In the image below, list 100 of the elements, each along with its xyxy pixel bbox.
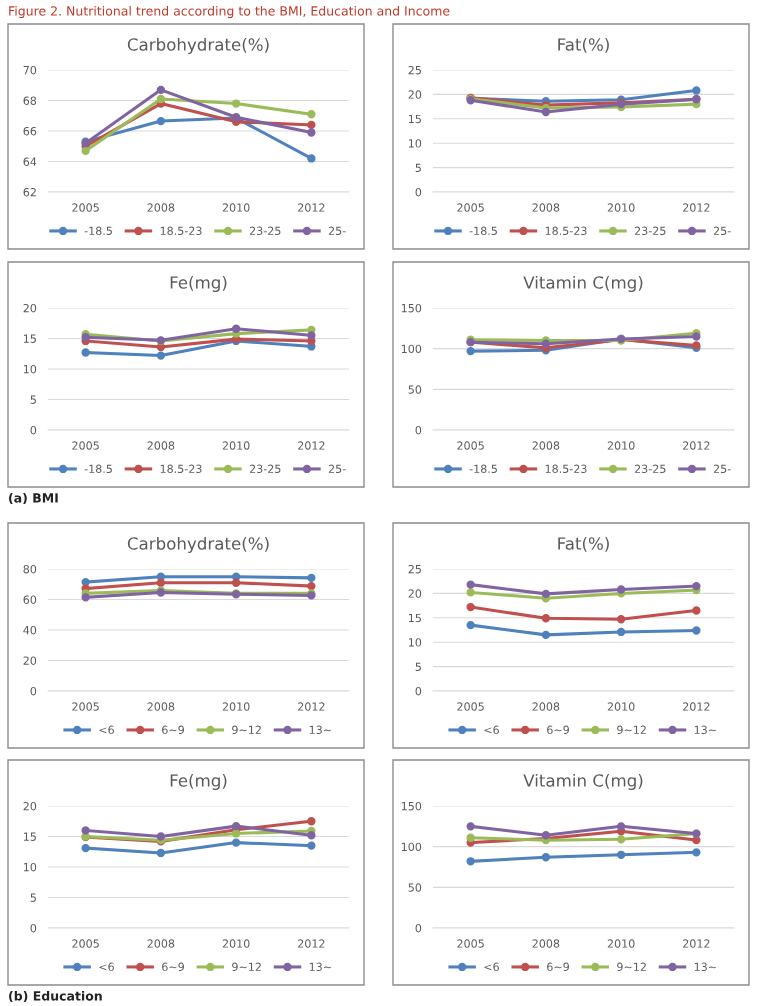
legend-label: 23-25: [249, 226, 281, 235]
x-tick-label: 2008: [532, 203, 560, 212]
x-tick-label: 2005: [457, 203, 484, 212]
x-tick-label: 2012: [683, 702, 710, 711]
y-tick-label: 0: [30, 923, 37, 933]
y-tick-label: 60: [23, 595, 37, 604]
x-tick-label: 2010: [607, 203, 635, 212]
legend-label: 6~9: [162, 962, 184, 971]
legend-label: 13~: [694, 725, 716, 734]
x-tick-label: 2008: [147, 441, 175, 450]
text: (b) Education: [9, 990, 102, 1003]
y-tick-label: 0: [415, 187, 422, 197]
chart-title: Fat(%): [558, 37, 609, 53]
y-tick-label: 68: [23, 96, 37, 105]
y-tick-label: 66: [23, 126, 37, 136]
y-tick-label: 10: [23, 364, 37, 374]
y-tick-label: 50: [408, 385, 422, 394]
text: (a) BMI: [9, 492, 58, 505]
y-tick-label: 20: [23, 303, 37, 313]
chart-title: Carbohydrate(%): [127, 536, 269, 554]
legend-label: 9~12: [232, 725, 261, 734]
chart-title: Fat(%): [558, 536, 609, 552]
x-tick-label: 2005: [72, 702, 99, 711]
legend-label: 23-25: [249, 464, 281, 473]
legend-label: <6: [484, 962, 499, 971]
y-tick-label: 10: [408, 139, 422, 148]
y-tick-label: 20: [408, 589, 422, 598]
chart-title: Vitamin C(mg): [523, 773, 643, 791]
legend-label: 13~: [309, 962, 331, 971]
y-tick-label: 5: [30, 893, 36, 902]
chart-title: Carbohydrate(%): [127, 37, 269, 55]
legend-label: -18.5: [469, 464, 497, 473]
x-tick-label: 2010: [607, 939, 635, 948]
y-tick-label: 25: [408, 564, 421, 574]
legend-label: <6: [99, 725, 114, 734]
y-tick-label: 0: [30, 425, 37, 435]
y-tick-label: 100: [401, 842, 422, 852]
legend-label: 6~9: [162, 725, 184, 734]
legend-label: 9~12: [617, 725, 646, 734]
y-tick-label: 5: [30, 395, 36, 404]
legend-label: 18.5-23: [545, 464, 587, 473]
x-tick-label: 2012: [298, 203, 325, 212]
y-tick-label: 0: [415, 425, 422, 435]
y-tick-label: 0: [415, 923, 422, 933]
legend-label: 23-25: [634, 464, 666, 473]
y-tick-label: 15: [23, 334, 36, 343]
x-tick-label: 2012: [298, 702, 325, 711]
x-tick-label: 2012: [298, 441, 325, 450]
legend-label: 6~9: [547, 725, 569, 734]
legend-label: -18.5: [84, 464, 112, 473]
x-tick-label: 2012: [683, 939, 710, 948]
caption: Figure 2. Nutritional trend according to the BMI, Education and Income: [9, 5, 450, 19]
x-tick-label: 2008: [147, 939, 175, 948]
legend-label: 6~9: [547, 962, 569, 971]
chart-title: Fe(mg): [170, 773, 227, 791]
x-tick-label: 2012: [683, 203, 710, 212]
x-tick-label: 2012: [298, 939, 325, 948]
y-tick-label: 5: [415, 662, 421, 671]
y-tick-label: 10: [23, 862, 37, 872]
x-tick-label: 2008: [532, 702, 560, 711]
legend-label: 18.5-23: [160, 226, 202, 235]
y-tick-label: 40: [23, 625, 37, 635]
y-tick-label: 25: [408, 65, 421, 75]
y-tick-label: 70: [23, 65, 37, 75]
y-tick-label: 100: [401, 344, 422, 354]
y-tick-label: 62: [23, 187, 36, 197]
legend-label: 18.5-23: [160, 464, 202, 473]
legend-label: -18.5: [84, 226, 112, 235]
y-tick-label: 5: [415, 163, 421, 172]
x-tick-label: 2005: [457, 702, 484, 711]
x-tick-label: 2005: [457, 441, 484, 450]
x-tick-label: 2008: [532, 441, 560, 450]
x-tick-label: 2010: [222, 203, 250, 212]
y-tick-label: 64: [23, 157, 37, 166]
legend-label: 9~12: [617, 962, 646, 971]
x-tick-label: 2010: [222, 702, 250, 711]
y-tick-label: 50: [408, 883, 422, 892]
y-tick-label: 0: [415, 686, 422, 696]
x-tick-label: 2005: [72, 939, 99, 948]
legend-label: 25-: [328, 464, 346, 473]
y-tick-label: 15: [408, 613, 421, 623]
x-tick-label: 2010: [222, 441, 250, 450]
x-tick-label: 2010: [607, 702, 635, 711]
y-tick-label: 20: [23, 656, 37, 665]
legend-label: 9~12: [232, 962, 261, 971]
x-tick-label: 2008: [147, 702, 175, 711]
y-tick-label: 15: [408, 114, 421, 124]
legend-label: 18.5-23: [545, 226, 587, 235]
x-tick-label: 2010: [607, 441, 635, 450]
y-tick-label: 150: [401, 801, 422, 811]
x-tick-label: 2005: [72, 203, 99, 212]
legend-label: <6: [484, 725, 499, 734]
y-tick-label: 10: [408, 638, 422, 647]
y-tick-label: 150: [401, 303, 422, 313]
legend-label: 25-: [328, 226, 346, 235]
x-tick-label: 2008: [147, 203, 175, 212]
legend-label: -18.5: [469, 226, 497, 235]
legend-label: 13~: [309, 725, 331, 734]
y-tick-label: 20: [408, 90, 422, 99]
chart-title: Fe(mg): [170, 275, 227, 293]
